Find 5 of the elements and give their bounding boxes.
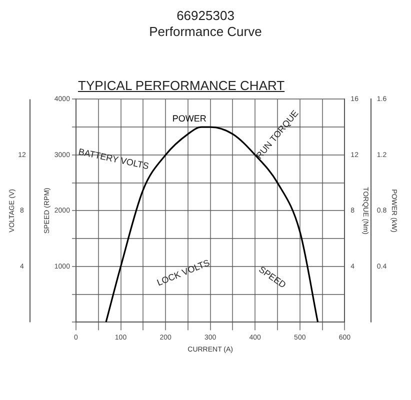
annotation: LOCK VOLTS bbox=[155, 258, 212, 288]
chart-title: 66925303 Performance Curve bbox=[148, 8, 263, 40]
annotation: BATTERY VOLTS bbox=[78, 146, 150, 172]
series-label: POWER bbox=[172, 114, 207, 124]
chart-subtitle: TYPICAL PERFORMANCE CHART bbox=[78, 78, 286, 93]
